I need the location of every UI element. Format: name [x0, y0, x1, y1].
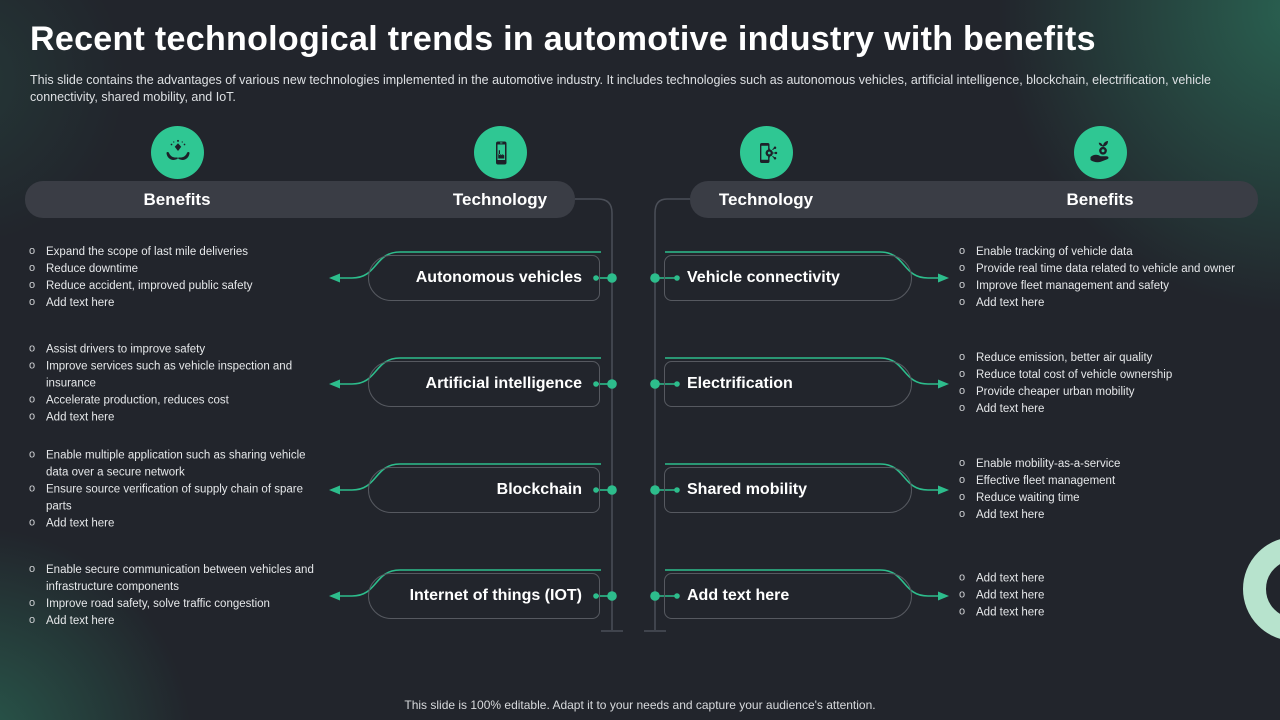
benefit-item: Add text here — [28, 515, 324, 533]
benefits-list: Enable multiple application such as shar… — [28, 447, 324, 533]
benefit-item: Add text here — [958, 604, 1272, 622]
benefit-item: Reduce accident, improved public safety — [28, 277, 324, 295]
technology-label: Autonomous vehicles — [415, 269, 582, 286]
right-technology-icon-circle — [740, 126, 793, 179]
benefit-item: Improve fleet management and safety — [958, 277, 1272, 295]
benefit-item: Reduce downtime — [28, 260, 324, 278]
benefit-item: Add text here — [958, 570, 1272, 588]
benefits-list: Enable tracking of vehicle data Provide … — [958, 243, 1272, 312]
technology-box: Artificial intelligence — [368, 361, 600, 407]
benefit-item: Improve road safety, solve traffic conge… — [28, 595, 324, 613]
benefit-item: Add text here — [28, 409, 324, 427]
benefit-item: Reduce waiting time — [958, 489, 1272, 507]
benefit-item: Ensure source verification of supply cha… — [28, 481, 324, 516]
benefit-item: Effective fleet management — [958, 472, 1272, 490]
subtitle: This slide contains the advantages of va… — [30, 73, 1211, 104]
technology-box: Autonomous vehicles — [368, 255, 600, 301]
benefit-item: Improve services such as vehicle inspect… — [28, 358, 324, 393]
benefit-item: Provide cheaper urban mobility — [958, 383, 1272, 401]
left-benefits-header: Benefits — [143, 189, 211, 209]
benefits-list: Enable mobility-as-a-service Effective f… — [958, 455, 1272, 524]
right-header-pill: Technology Benefits — [690, 181, 1258, 218]
benefits-list: Add text here Add text here Add text her… — [958, 570, 1272, 622]
benefit-item: Reduce emission, better air quality — [958, 349, 1272, 367]
benefits-list: Enable secure communication between vehi… — [28, 561, 324, 630]
smartphone-factory-icon — [495, 141, 506, 164]
technology-label: Add text here — [687, 587, 790, 604]
benefit-item: Add text here — [958, 294, 1272, 312]
benefit-item: Add text here — [28, 294, 324, 312]
left-benefits-icon-circle — [151, 126, 204, 179]
benefit-item: Reduce total cost of vehicle ownership — [958, 366, 1272, 384]
technology-label: Electrification — [687, 375, 793, 392]
technology-label: Blockchain — [496, 481, 582, 498]
benefit-item: Provide real time data related to vehicl… — [958, 260, 1272, 278]
right-benefits-icon-circle — [1074, 126, 1127, 179]
technology-label: Shared mobility — [687, 481, 808, 498]
benefits-list: Assist drivers to improve safety Improve… — [28, 341, 324, 427]
benefit-item: Add text here — [28, 612, 324, 630]
decorative-ring — [1243, 537, 1280, 641]
technology-label: Artificial intelligence — [425, 375, 582, 392]
left-header-pill: Benefits Technology — [25, 181, 575, 218]
smartphone-gear-icon — [759, 142, 777, 163]
benefit-item: Enable secure communication between vehi… — [28, 561, 324, 596]
technology-box: Shared mobility — [664, 467, 912, 513]
benefit-item: Enable multiple application such as shar… — [28, 447, 324, 482]
left-technology-icon-circle — [474, 126, 527, 179]
left-technology-header: Technology — [452, 189, 548, 209]
technology-box: Internet of things (IOT) — [368, 573, 600, 619]
benefit-item: Add text here — [958, 587, 1272, 605]
technology-label: Vehicle connectivity — [687, 269, 840, 286]
benefit-item: Accelerate production, reduces cost — [28, 392, 324, 410]
benefit-item: Expand the scope of last mile deliveries — [28, 243, 324, 261]
right-benefits-header: Benefits — [1066, 189, 1134, 209]
hand-money-plant-icon — [1090, 140, 1109, 162]
right-technology-header: Technology — [718, 189, 814, 209]
technology-box: Vehicle connectivity — [664, 255, 912, 301]
benefit-item: Assist drivers to improve safety — [28, 341, 324, 359]
benefits-list: Expand the scope of last mile deliveries… — [28, 243, 324, 312]
technology-label: Internet of things (IOT) — [409, 587, 582, 604]
benefit-item: Enable tracking of vehicle data — [958, 243, 1272, 261]
technology-box: Blockchain — [368, 467, 600, 513]
hands-diamond-icon — [165, 139, 190, 160]
benefit-item: Add text here — [958, 506, 1272, 524]
benefits-list: Reduce emission, better air quality Redu… — [958, 349, 1272, 418]
page-title: Recent technological trends in automotiv… — [30, 20, 1096, 58]
benefit-item: Enable mobility-as-a-service — [958, 455, 1272, 473]
technology-box: Add text here — [664, 573, 912, 619]
footer-note: This slide is 100% editable. Adapt it to… — [404, 698, 876, 712]
technology-box: Electrification — [664, 361, 912, 407]
benefit-item: Add text here — [958, 400, 1272, 418]
